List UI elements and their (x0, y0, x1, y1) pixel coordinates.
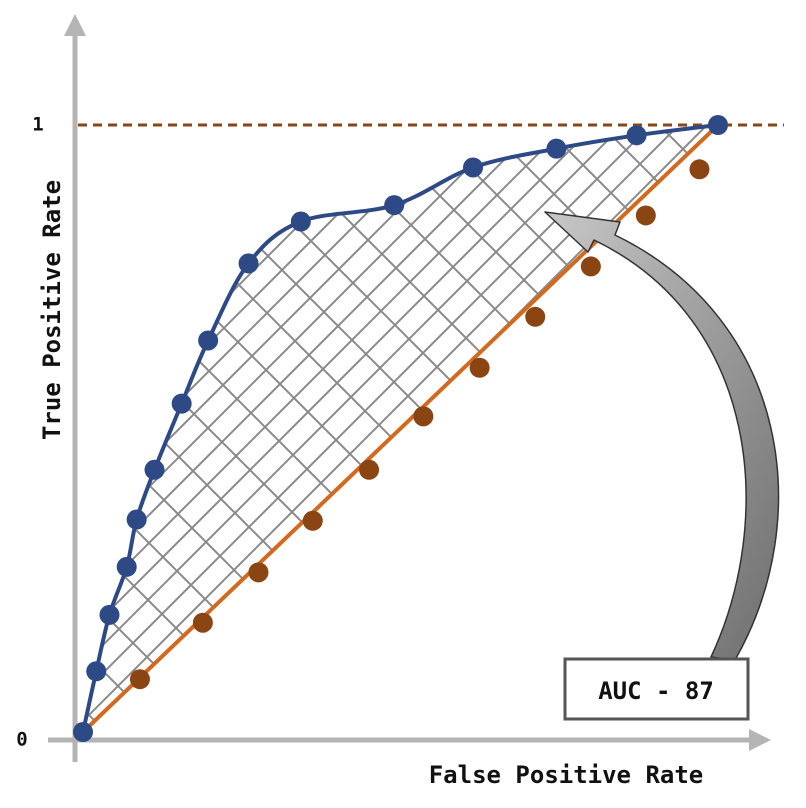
diagonal-point (689, 159, 710, 180)
roc-point (86, 661, 107, 682)
hatch-line (83, 125, 543, 732)
roc-point (99, 604, 120, 625)
hatch-line (768, 0, 806, 808)
hatch-line (83, 125, 195, 732)
axes (48, 14, 771, 762)
hatch-line (83, 125, 441, 732)
diagonal-point (248, 562, 269, 583)
diagonal-point (359, 459, 380, 480)
y-tick-label-0: 0 (16, 729, 27, 751)
diagonal-point (413, 406, 434, 427)
auc-annotation-box (563, 657, 750, 721)
roc-curve-points (73, 115, 728, 742)
roc-point (73, 722, 93, 742)
hatch-line (83, 125, 133, 732)
roc-point (126, 509, 147, 530)
diagonal-point (580, 256, 601, 277)
roc-point (116, 556, 137, 577)
roc-point (463, 157, 484, 178)
roc-point (290, 211, 311, 232)
hatch-line (796, 0, 806, 808)
hatch-line (533, 125, 718, 732)
diagonal-points (129, 159, 710, 690)
diagonal-point (302, 510, 323, 531)
auc-annotation-text: AUC - 87 (598, 677, 714, 705)
hatch-line (83, 125, 469, 732)
hatch-line (0, 0, 20, 808)
diagonal-point (525, 306, 546, 327)
roc-point (171, 393, 192, 414)
roc-point (546, 138, 567, 159)
hatch-line (83, 125, 581, 732)
curved-arrow-icon (544, 211, 780, 661)
hatch-line (83, 125, 553, 732)
diagonal-point (192, 612, 213, 633)
roc-point (238, 253, 259, 274)
diagonal-point (469, 357, 490, 378)
hatch-line (83, 125, 637, 732)
y-axis-arrow-icon (64, 14, 86, 36)
x-axis-arrow-icon (749, 729, 771, 751)
diagonal-point (129, 669, 150, 690)
roc-point (708, 115, 728, 135)
y-axis-label: True Positive Rate (38, 180, 66, 440)
roc-point (144, 459, 165, 480)
hatch-line (83, 125, 137, 732)
hatch-line (83, 125, 253, 732)
x-axis-label: False Positive Rate (429, 761, 704, 789)
hatch-line (83, 125, 525, 732)
roc-point (626, 125, 647, 146)
roc-point (198, 330, 219, 351)
roc-point (384, 195, 405, 216)
hatch-line (766, 0, 806, 808)
hatch-line (83, 125, 659, 732)
y-tick-label-1: 1 (32, 114, 43, 136)
diagonal-point (635, 205, 656, 226)
hatch-line (0, 0, 20, 808)
